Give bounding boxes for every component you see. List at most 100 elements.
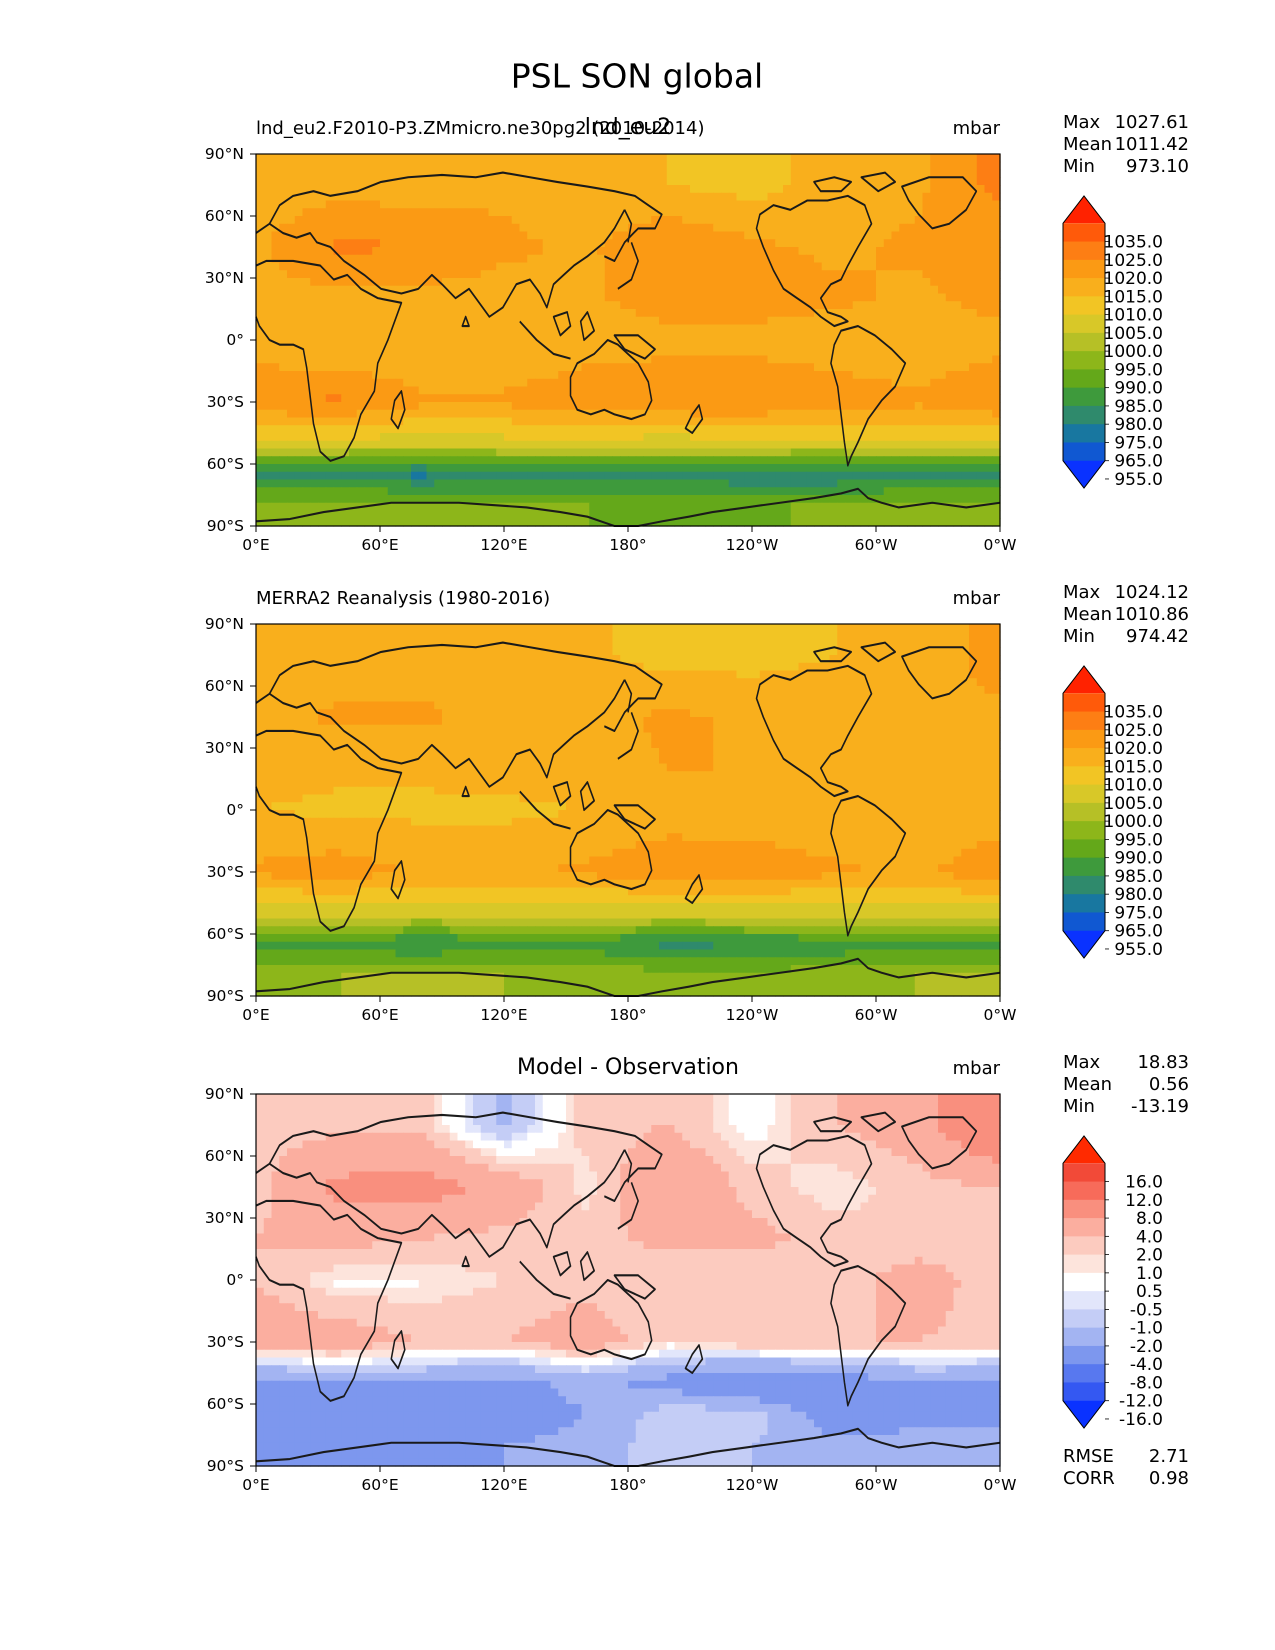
heatmap-cell xyxy=(837,502,846,512)
heatmap-cell xyxy=(659,247,668,256)
heatmap-cell xyxy=(573,464,583,473)
heatmap-cell xyxy=(721,464,730,473)
heatmap-cell xyxy=(434,425,443,434)
heatmap-cell xyxy=(364,433,373,442)
heatmap-cell xyxy=(976,639,986,648)
heatmap-cell xyxy=(883,285,893,295)
heatmap-cell xyxy=(845,425,854,434)
heatmap-cell xyxy=(930,254,939,264)
heatmap-cell xyxy=(302,216,311,225)
heatmap-cell xyxy=(945,448,955,457)
heatmap-cell xyxy=(403,278,412,287)
heatmap-cell xyxy=(790,177,800,186)
heatmap-cell xyxy=(597,409,606,419)
heatmap-cell xyxy=(860,223,869,233)
heatmap-cell xyxy=(395,324,404,333)
heatmap-cell xyxy=(395,177,404,186)
heatmap-cell xyxy=(814,340,823,349)
heatmap-cell xyxy=(333,177,342,186)
heatmap-cell xyxy=(395,371,404,380)
heatmap-cell xyxy=(434,340,443,349)
heatmap-cell xyxy=(527,216,536,225)
heatmap-cell xyxy=(852,169,862,178)
heatmap-cell xyxy=(721,177,730,186)
heatmap-cell xyxy=(395,471,404,481)
heatmap-cell xyxy=(341,440,350,450)
heatmap-cell xyxy=(279,169,288,178)
heatmap-cell xyxy=(891,402,900,411)
heatmap-cell xyxy=(604,316,614,326)
heatmap-cell xyxy=(612,363,621,372)
heatmap-cell xyxy=(868,177,877,186)
heatmap-cell xyxy=(372,355,381,364)
heatmap-cell xyxy=(566,231,575,240)
heatmap-cell xyxy=(953,316,962,326)
heatmap-cell xyxy=(914,487,924,496)
heatmap-cell xyxy=(364,479,373,488)
heatmap-cell xyxy=(953,223,962,233)
heatmap-cell xyxy=(418,371,428,380)
heatmap-cell xyxy=(442,631,451,641)
heatmap-cell xyxy=(256,270,265,279)
heatmap-cell xyxy=(504,417,513,426)
heatmap-cell xyxy=(395,309,404,318)
heatmap-cell xyxy=(496,386,505,395)
heatmap-cell xyxy=(666,631,676,641)
heatmap-cell xyxy=(581,394,590,403)
heatmap-cell xyxy=(907,464,916,473)
heatmap-cell xyxy=(256,624,265,633)
heatmap-cell xyxy=(333,309,342,318)
heatmap-cell xyxy=(814,254,823,264)
heatmap-cell xyxy=(752,371,761,380)
heatmap-cell xyxy=(790,285,800,295)
heatmap-cell xyxy=(976,223,986,233)
heatmap-cell xyxy=(643,510,652,519)
heatmap-cell xyxy=(310,386,319,395)
heatmap-cell xyxy=(519,185,528,194)
heatmap-cell xyxy=(814,355,823,364)
heatmap-cell xyxy=(535,324,544,333)
heatmap-cell xyxy=(271,239,280,248)
heatmap-cell xyxy=(868,154,877,163)
heatmap-cell xyxy=(666,409,676,419)
heatmap-cell xyxy=(860,355,869,364)
heatmap-cell xyxy=(883,363,893,372)
heatmap-cell xyxy=(380,278,389,287)
heatmap-cell xyxy=(775,270,784,279)
heatmap-cell xyxy=(604,200,614,209)
heatmap-cell xyxy=(643,487,652,496)
heatmap-cell xyxy=(519,471,528,481)
heatmap-cell xyxy=(488,324,497,333)
heatmap-cell xyxy=(728,479,738,488)
heatmap-cell xyxy=(922,402,931,411)
heatmap-cell xyxy=(380,231,389,240)
heatmap-cell xyxy=(651,402,660,411)
heatmap-cell xyxy=(279,293,288,302)
heatmap-cell xyxy=(457,154,466,163)
heatmap-cell xyxy=(496,332,505,341)
heatmap-field xyxy=(256,624,1001,997)
colorbar-label: 995.0 xyxy=(1114,360,1163,380)
heatmap-cell xyxy=(682,169,691,178)
heatmap-cell xyxy=(821,409,831,419)
heatmap-cell xyxy=(713,440,722,450)
heatmap-cell xyxy=(488,448,497,457)
heatmap-cell xyxy=(775,371,784,380)
heatmap-cell xyxy=(969,285,978,295)
heatmap-cell xyxy=(713,518,722,527)
heatmap-cell xyxy=(573,386,583,395)
heatmap-cell xyxy=(697,495,707,504)
heatmap-cell xyxy=(814,169,823,178)
heatmap-cell xyxy=(325,161,335,171)
heatmap-cell xyxy=(318,161,327,171)
heatmap-cell xyxy=(883,301,893,310)
heatmap-cell xyxy=(372,425,381,434)
heatmap-cell xyxy=(449,332,459,341)
heatmap-cell xyxy=(674,247,683,256)
heatmap-cell xyxy=(403,216,412,225)
heatmap-cell xyxy=(744,378,753,388)
heatmap-cell xyxy=(891,495,900,504)
heatmap-cell xyxy=(868,223,877,233)
heatmap-cell xyxy=(333,278,342,287)
heatmap-cell xyxy=(907,371,916,380)
